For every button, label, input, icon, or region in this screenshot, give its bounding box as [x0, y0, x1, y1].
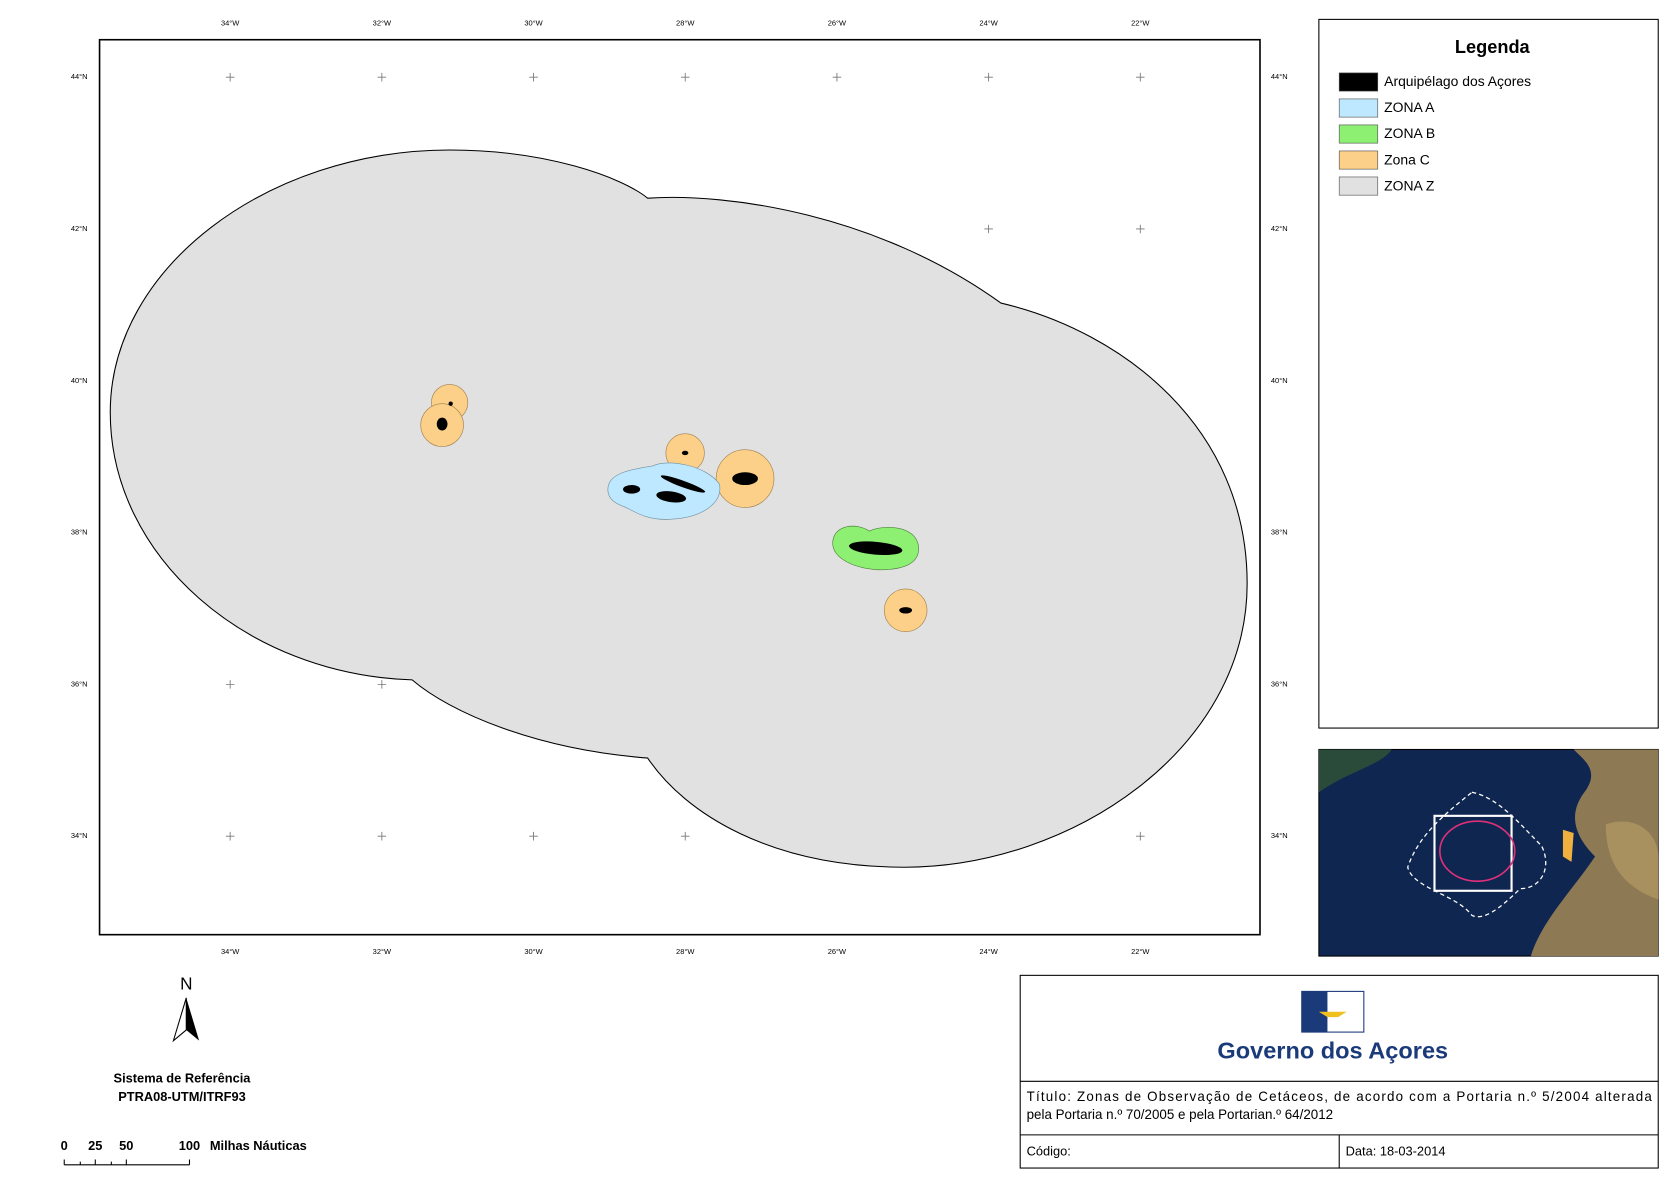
island [448, 401, 453, 406]
legend-label: ZONA Z [1384, 177, 1435, 193]
lat-label: 42°N [71, 224, 88, 233]
legend-swatch [1338, 124, 1379, 144]
legend-swatch [1338, 98, 1379, 118]
date-label: Data: 18-03-2014 [1346, 1143, 1446, 1158]
scale-label: 0 [61, 1138, 68, 1153]
lat-label: 42°N [1271, 224, 1288, 233]
title-line: Título: Zonas de Observação de Cetáceos,… [1027, 1089, 1653, 1104]
lon-label: 34°W [221, 19, 240, 28]
island [660, 475, 706, 493]
grid-cross [984, 72, 993, 82]
lon-label: 32°W [373, 947, 392, 956]
inset-land [1530, 749, 1659, 957]
grid-cross [225, 72, 235, 82]
scale-label: 50 [119, 1138, 133, 1153]
north-arrow [172, 997, 187, 1043]
grid-cross [1136, 831, 1145, 841]
legend-label: ZONA A [1384, 99, 1435, 115]
lon-label: 22°W [1131, 19, 1150, 28]
scale-label: 100 [179, 1138, 200, 1153]
inset-land [1605, 821, 1659, 900]
legend-swatch [1338, 176, 1379, 196]
inset-zone [1439, 820, 1516, 882]
grid-cross [225, 831, 235, 841]
lon-label: 30°W [524, 19, 543, 28]
island [436, 417, 448, 431]
lon-label: 24°W [979, 947, 998, 956]
lon-label: 26°W [828, 947, 847, 956]
lon-label: 26°W [828, 19, 847, 28]
grid-cross [377, 680, 387, 689]
lon-label: 28°W [676, 19, 695, 28]
grid-cross [832, 72, 842, 82]
lon-label: 30°W [524, 947, 543, 956]
inset-extent [1433, 814, 1513, 892]
scale-bar: 0 25 50 100 Milhas Náuticas [61, 1138, 307, 1166]
lon-label: 28°W [676, 947, 695, 956]
legend-label: ZONA B [1384, 125, 1435, 141]
logo-bird [1318, 1011, 1347, 1018]
grid-cross [529, 72, 538, 82]
grid-cross [1136, 72, 1145, 82]
lon-label: 22°W [1131, 947, 1150, 956]
legend-label: Arquipélago dos Açores [1384, 73, 1531, 89]
inset-eez [1407, 791, 1547, 918]
lat-label: 36°N [1271, 679, 1288, 688]
grid-cross [680, 831, 690, 841]
lat-label: 44°N [1271, 72, 1288, 81]
legend-items: Arquipélago dos Açores ZONA A ZONA B Zona C… [1338, 72, 1531, 196]
scale-label: 25 [88, 1138, 102, 1153]
lat-label: 40°N [71, 376, 88, 385]
lon-label: 24°W [979, 19, 998, 28]
island [656, 491, 687, 503]
reference-value: PTRA08-UTM/ITRF93 [118, 1089, 246, 1104]
island [849, 541, 903, 556]
north-label: N [180, 974, 192, 993]
logo-text: Governo dos Açores [1217, 1038, 1448, 1064]
islands [436, 401, 913, 614]
island [681, 450, 689, 456]
grid-cross [1136, 224, 1145, 234]
inset-map [1318, 748, 1659, 957]
north-arrow [186, 997, 200, 1041]
inset-land [1318, 749, 1392, 793]
lon-label: 32°W [373, 19, 392, 28]
grid-cross [377, 831, 387, 841]
code-label: Código: [1027, 1143, 1071, 1158]
island [623, 485, 641, 494]
island [899, 607, 913, 614]
grid-cross [377, 72, 387, 82]
lat-label: 40°N [1271, 376, 1288, 385]
legend-swatch [1338, 150, 1379, 170]
lat-label: 34°N [1271, 831, 1288, 840]
title-line: pela Portaria n.º 70/2005 e pela Portari… [1027, 1107, 1333, 1122]
lat-label: 34°N [71, 831, 88, 840]
grid-cross [680, 72, 690, 82]
inset-portugal [1562, 829, 1574, 862]
legend-swatch [1338, 72, 1379, 92]
lon-label: 34°W [221, 947, 240, 956]
scale-unit: Milhas Náuticas [210, 1138, 307, 1153]
grid-cross [984, 224, 993, 234]
zone-a [607, 462, 721, 520]
lat-label: 36°N [71, 679, 88, 688]
reference-title: Sistema de Referência [114, 1071, 252, 1086]
lat-label: 38°N [71, 528, 88, 537]
lat-label: 38°N [1271, 528, 1288, 537]
legend-title: Legenda [1455, 37, 1531, 57]
coordinate-labels: 34°W 34°W 32°W 32°W 30°W 30°W 28°W 28°W 26°W 26°W… [71, 19, 1288, 956]
grid-cross [225, 680, 235, 689]
lat-label: 44°N [71, 72, 88, 81]
grid-cross [529, 831, 538, 841]
island [732, 472, 758, 486]
title-block: Governo dos Açores Título: Zonas de Obse… [1019, 974, 1659, 1169]
legend-label: Zona C [1384, 151, 1430, 167]
